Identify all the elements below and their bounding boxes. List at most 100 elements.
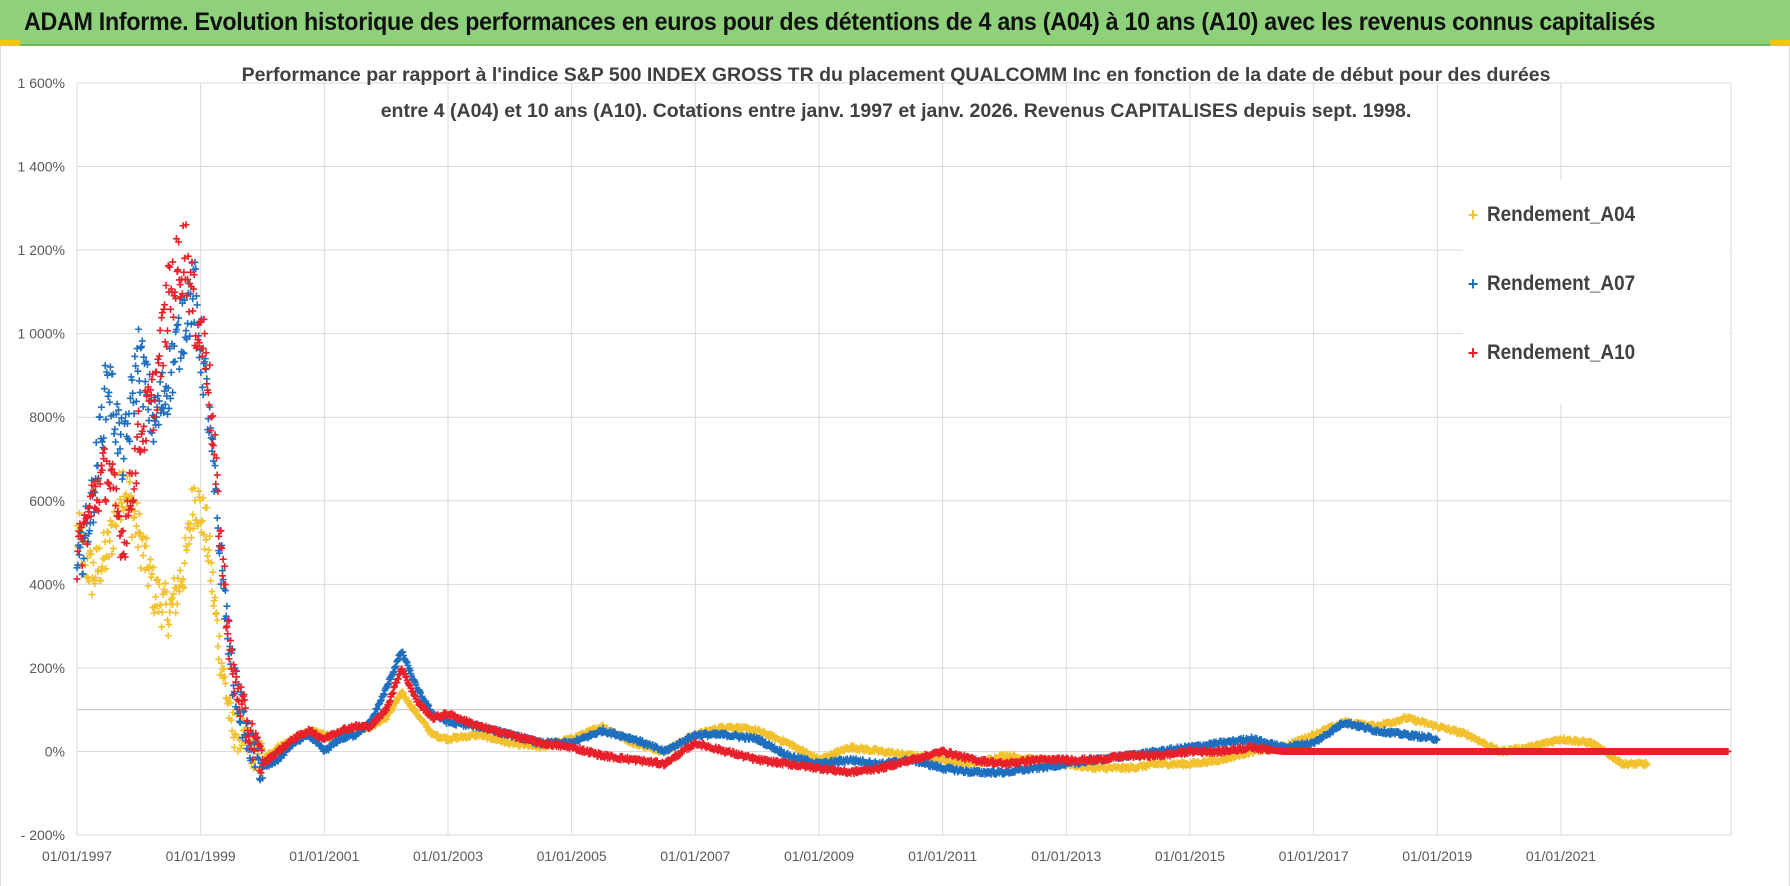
data-point-rendement_a04: [126, 478, 134, 486]
data-point-rendement_a04: [174, 574, 182, 582]
data-point-rendement_a04: [152, 593, 160, 601]
data-point-rendement_a07: [106, 398, 114, 406]
data-point-rendement_a07: [135, 325, 143, 333]
data-point-rendement_a10: [105, 480, 113, 488]
data-point-rendement_a04: [172, 609, 180, 617]
data-point-rendement_a10: [224, 630, 232, 638]
data-point-rendement_a10: [203, 380, 211, 388]
data-point-rendement_a07: [120, 455, 128, 463]
data-point-rendement_a04: [173, 600, 181, 608]
data-point-rendement_a04: [87, 550, 95, 558]
report-header: ADAM Informe. Evolution historique des p…: [0, 0, 1790, 46]
data-point-rendement_a04: [220, 665, 228, 673]
data-point-rendement_a04: [142, 542, 150, 550]
data-point-rendement_a04: [207, 577, 215, 585]
data-point-rendement_a10: [208, 440, 216, 448]
data-point-rendement_a10: [218, 572, 226, 580]
data-point-rendement_a04: [128, 533, 136, 541]
data-point-rendement_a04: [158, 608, 166, 616]
data-point-rendement_a10: [210, 441, 218, 449]
data-point-rendement_a07: [106, 363, 114, 371]
data-point-rendement_a07: [211, 462, 219, 470]
data-point-rendement_a04: [89, 559, 97, 567]
data-point-rendement_a07: [175, 365, 183, 373]
data-point-rendement_a04: [92, 574, 100, 582]
data-point-rendement_a04: [148, 570, 156, 578]
data-point-rendement_a04: [158, 623, 166, 631]
data-point-rendement_a07: [169, 358, 177, 366]
data-point-rendement_a10: [100, 445, 108, 453]
data-point-rendement_a04: [98, 563, 106, 571]
data-point-rendement_a04: [97, 577, 105, 585]
data-point-rendement_a04: [154, 576, 162, 584]
data-point-rendement_a04: [208, 588, 216, 596]
data-point-rendement_a07: [112, 438, 120, 446]
data-point-rendement_a07: [193, 301, 201, 309]
data-point-rendement_a04: [127, 492, 135, 500]
data-point-rendement_a07: [97, 403, 105, 411]
data-point-rendement_a04: [164, 616, 172, 624]
data-point-rendement_a04: [131, 507, 139, 515]
data-point-rendement_a04: [207, 559, 215, 567]
data-point-rendement_a04: [155, 580, 163, 588]
data-point-rendement_a04: [102, 565, 110, 573]
data-point-rendement_a04: [169, 590, 177, 598]
data-point-rendement_a04: [215, 632, 223, 640]
data-point-rendement_a04: [134, 543, 142, 551]
data-point-rendement_a07: [182, 327, 190, 335]
data-point-rendement_a04: [104, 529, 112, 537]
data-point-rendement_a10: [169, 313, 177, 321]
data-point-rendement_a04: [112, 522, 120, 530]
data-point-rendement_a04: [143, 534, 151, 542]
gridlines: [76, 82, 1732, 836]
data-point-rendement_a10: [164, 262, 172, 270]
performance-scatter-chart: - 200%0%200%400%600%800%1 000%1 200%1 40…: [18, 64, 1732, 864]
data-point-rendement_a10: [73, 575, 81, 583]
data-point-rendement_a07: [175, 314, 183, 322]
data-point-rendement_a07: [174, 321, 182, 329]
data-point-rendement_a04: [229, 708, 237, 716]
data-point-rendement_a04: [166, 608, 174, 616]
data-point-rendement_a07: [167, 368, 175, 376]
data-point-rendement_a04: [133, 499, 141, 507]
chart-area: - 200% 0% 200% 400% 600% 800% 1 000% 1 200% 1 40…: [0, 46, 1790, 886]
data-point-rendement_a04: [157, 601, 165, 609]
data-point-rendement_a04: [211, 593, 219, 601]
data-point-rendement_a04: [215, 655, 223, 663]
data-point-rendement_a04: [189, 511, 197, 519]
data-point-rendement_a04: [183, 546, 191, 554]
data-point-rendement_a10: [157, 372, 165, 380]
data-point-rendement_a04: [181, 559, 189, 567]
data-point-rendement_a04: [213, 616, 221, 624]
data-point-rendement_a04: [146, 556, 154, 564]
header-accent-right: [1770, 40, 1790, 46]
data-point-rendement_a04: [132, 522, 140, 530]
data-point-rendement_a04: [180, 584, 188, 592]
data-point-rendement_a04: [109, 545, 117, 553]
data-point-rendement_a04: [187, 534, 195, 542]
data-point-rendement_a04: [88, 590, 96, 598]
data-point-rendement_a04: [189, 524, 197, 532]
data-point-rendement_a04: [209, 568, 217, 576]
data-point-rendement_a04: [221, 672, 229, 680]
data-point-rendement_a07: [131, 352, 139, 360]
data-point-rendement_a04: [137, 564, 145, 572]
data-point-rendement_a04: [185, 540, 193, 548]
data-point-rendement_a04: [130, 513, 138, 521]
data-point-rendement_a04: [212, 609, 220, 617]
data-point-rendement_a04: [150, 609, 158, 617]
data-point-rendement_a04: [227, 699, 235, 707]
data-point-rendement_a10: [219, 555, 227, 563]
data-point-rendement_a04: [217, 671, 225, 679]
data-point-rendement_a04: [139, 552, 147, 560]
data-point-rendement_a10: [158, 309, 166, 317]
data-point-rendement_a10: [176, 281, 184, 289]
data-point-rendement_a10: [161, 301, 169, 309]
data-point-rendement_a04: [95, 544, 103, 552]
data-point-rendement_a10: [166, 305, 174, 313]
data-point-rendement_a04: [214, 642, 222, 650]
data-point-rendement_a04: [218, 659, 226, 667]
data-point-rendement_a07: [113, 400, 121, 408]
data-point-rendement_a04: [221, 679, 229, 687]
